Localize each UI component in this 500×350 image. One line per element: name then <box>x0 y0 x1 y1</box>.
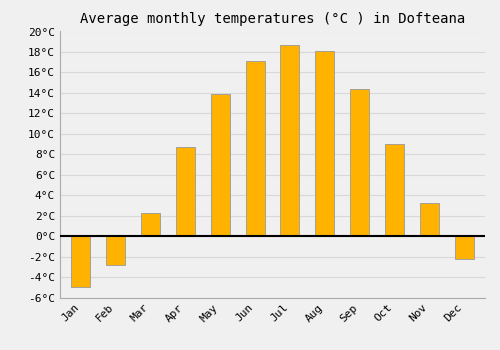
Bar <box>315 51 334 236</box>
Bar <box>210 94 230 236</box>
Bar <box>280 45 299 236</box>
Bar <box>420 203 439 236</box>
Bar <box>454 236 473 259</box>
Bar <box>385 144 404 236</box>
Bar <box>141 212 160 236</box>
Bar <box>176 147 195 236</box>
Title: Average monthly temperatures (°C ) in Dofteana: Average monthly temperatures (°C ) in Do… <box>80 12 465 26</box>
Bar <box>246 61 264 236</box>
Bar <box>106 236 126 265</box>
Bar <box>72 236 90 287</box>
Bar <box>350 89 369 236</box>
